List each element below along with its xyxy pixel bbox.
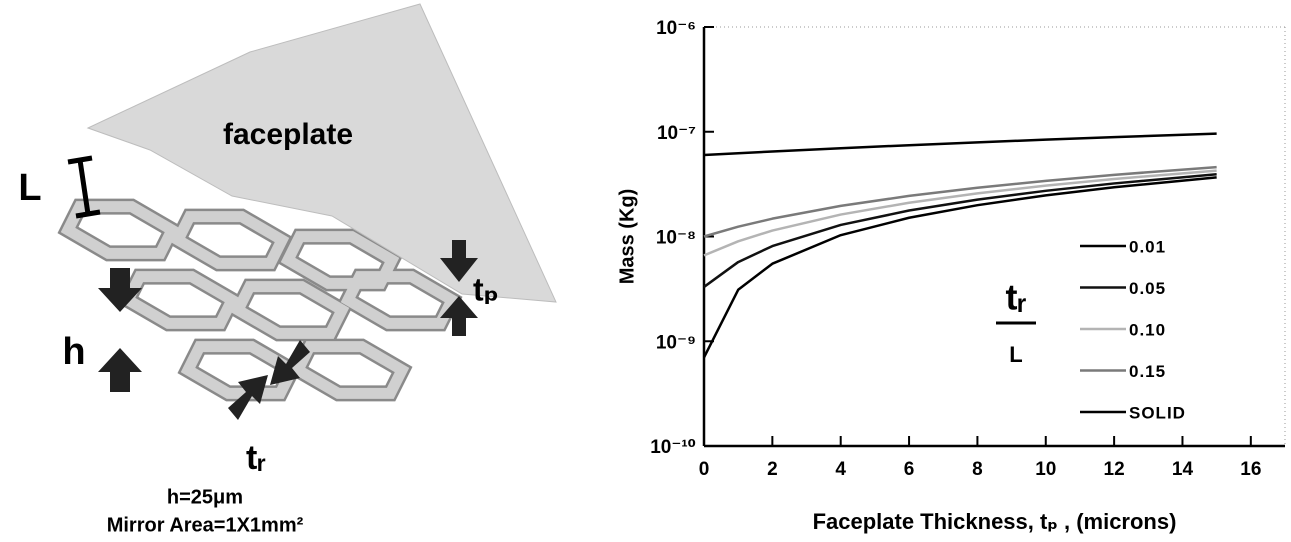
honeycomb-diagram: faceplate L h tᵣ tₚ h=25μm Mirror Area=1… — [18, 3, 557, 536]
length-label: L — [18, 167, 41, 209]
chart: 10⁻¹⁰ 10⁻⁹ 10⁻⁸ 10⁻⁷ 10⁻⁶ 0 2 4 6 8 10 12 14 16 Facepl… — [616, 18, 1286, 534]
rib-shadow — [227, 278, 353, 342]
rib — [120, 271, 240, 329]
legend-label: 0.05 — [1129, 279, 1166, 298]
faceplate-sheet — [86, 3, 557, 303]
caption-height: h=25μm — [167, 486, 243, 508]
arrow — [440, 240, 478, 282]
y-tick-label: 10⁻⁹ — [656, 332, 696, 353]
legend-label: 0.10 — [1129, 320, 1166, 339]
arrow — [270, 340, 310, 385]
x-tick-label: 6 — [904, 459, 915, 480]
x-tick-label: 0 — [699, 459, 710, 480]
series-line — [703, 132, 1217, 157]
x-tick-label: 16 — [1240, 459, 1261, 480]
x-tick-label: 12 — [1104, 459, 1125, 480]
caption-area: Mirror Area=1X1mm² — [107, 514, 304, 536]
length-marker — [67, 155, 101, 219]
rib-shadow — [167, 208, 293, 272]
arrow — [98, 268, 142, 312]
x-tick-label: 10 — [1035, 459, 1056, 480]
y-tick-label: 10⁻⁸ — [656, 228, 696, 249]
series-line — [703, 169, 1217, 257]
rib — [290, 341, 410, 399]
arrow — [228, 375, 268, 420]
legend-label: 0.15 — [1129, 362, 1166, 381]
rib-thickness-label: tᵣ — [246, 439, 266, 477]
x-tick-label: 4 — [835, 459, 846, 480]
rib — [170, 211, 290, 269]
rib-shadow — [117, 268, 243, 332]
x-tick-label: 2 — [767, 459, 778, 480]
faceplate-label: faceplate — [223, 118, 353, 151]
rib-shadow — [287, 338, 413, 402]
y-axis-label: Mass (Kg) — [616, 189, 638, 285]
arrow — [440, 296, 478, 336]
arrow — [98, 348, 142, 392]
rib — [340, 271, 460, 329]
x-axis-label: Faceplate Thickness, tₚ , (microns) — [813, 509, 1177, 534]
series-line — [703, 172, 1217, 288]
legend-title-denominator: L — [1009, 342, 1022, 367]
x-tick-label: 8 — [972, 459, 983, 480]
series-line — [702, 176, 1217, 359]
legend-title-numerator: tᵣ — [1005, 277, 1026, 318]
rib — [280, 231, 400, 289]
faceplate-thickness-label: tₚ — [473, 271, 499, 307]
x-tick-label: 14 — [1172, 459, 1194, 480]
y-tick-label: 10⁻⁶ — [656, 18, 696, 39]
y-tick-label: 10⁻¹⁰ — [650, 437, 696, 458]
legend-label: SOLID — [1129, 403, 1186, 422]
rib — [60, 201, 180, 259]
honeycomb-ribs — [57, 198, 463, 402]
rib — [230, 281, 350, 339]
height-label: h — [62, 331, 85, 373]
legend-label: 0.01 — [1129, 237, 1166, 256]
series-line — [703, 165, 1217, 238]
y-tick-label: 10⁻⁷ — [657, 123, 696, 144]
